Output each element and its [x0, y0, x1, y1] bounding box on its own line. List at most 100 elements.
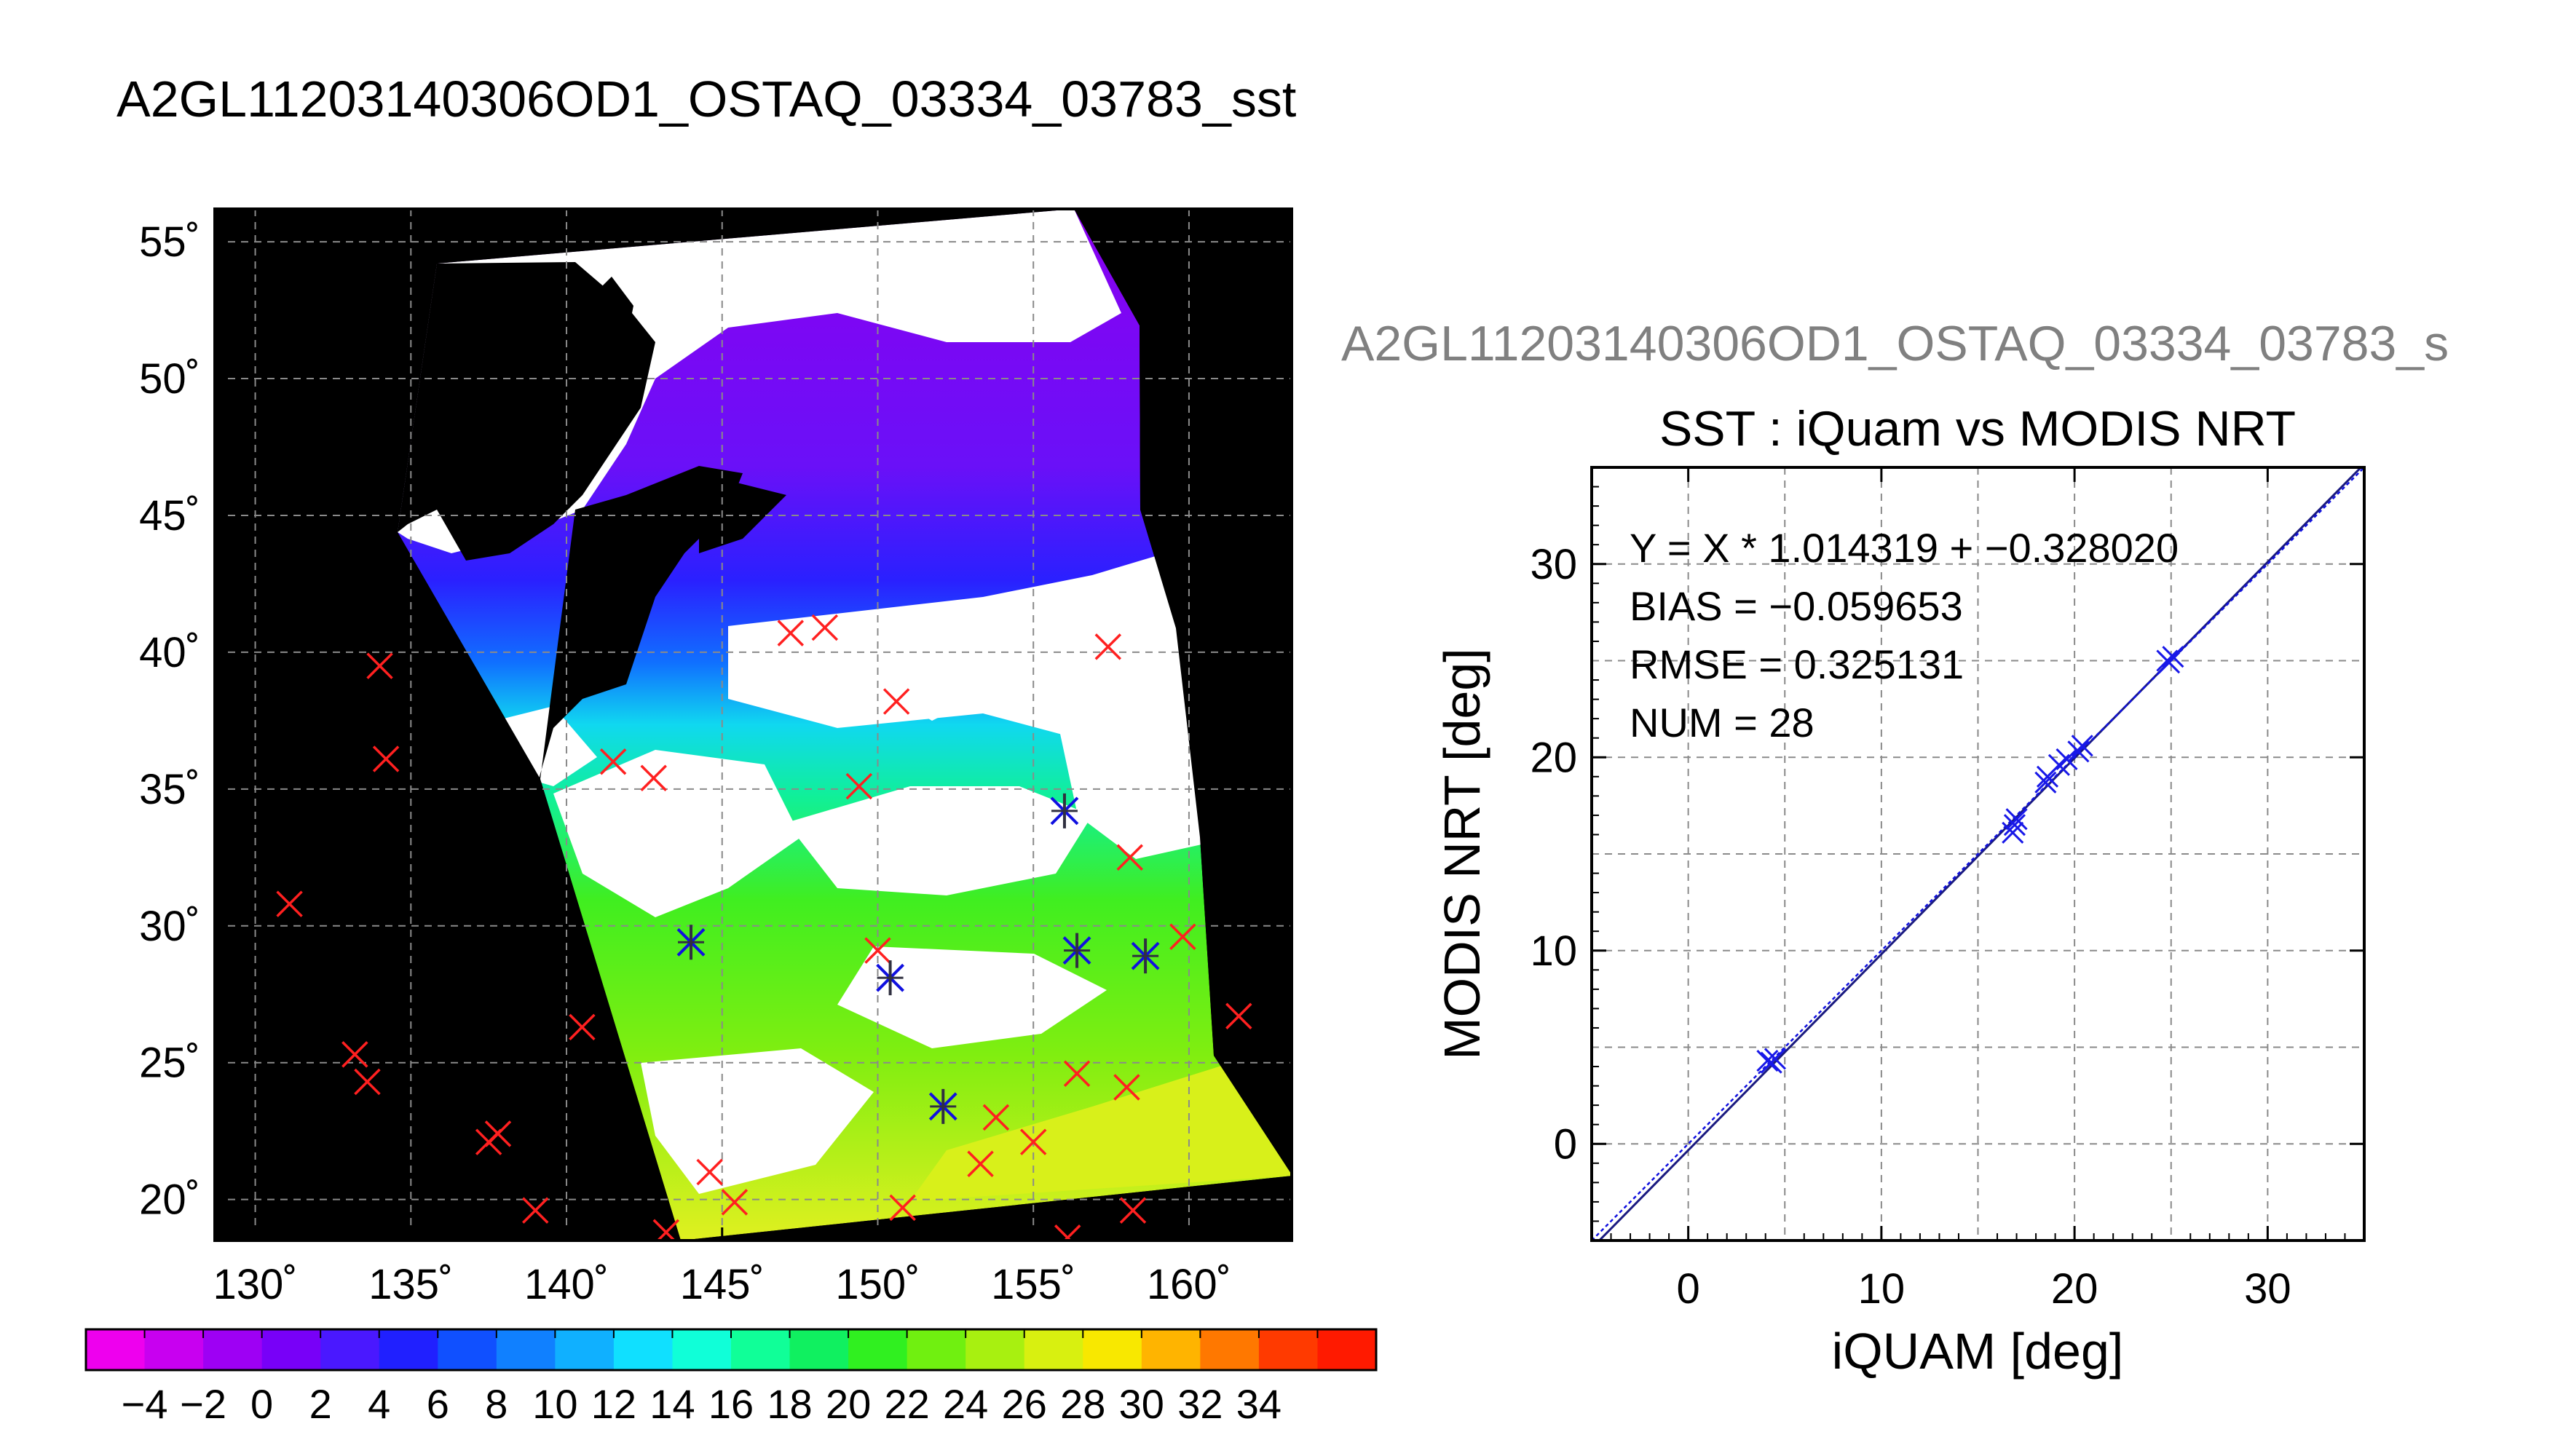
map-marker-match — [1050, 793, 1079, 828]
scatter-point — [2156, 649, 2179, 672]
scatter-panel: SST : iQuam vs MODIS NRT 0 10 20 300102030 … — [1434, 401, 2366, 1380]
scatter-point — [2003, 814, 2026, 836]
scatter-point — [2071, 735, 2093, 757]
colorbar-label: 28 — [1060, 1381, 1105, 1427]
colorbar-segment — [965, 1329, 1025, 1370]
colorbar-segment — [261, 1329, 321, 1370]
main-title: A2GL11203140306OD1_OSTAQ_03334_03783_sst — [117, 71, 1296, 127]
map-y-tick-label: 20˚ — [139, 1176, 200, 1224]
map-marker-match — [1131, 938, 1160, 974]
map-marker-red — [341, 1041, 368, 1068]
scatter-point — [1764, 1048, 1787, 1070]
map-x-tick-label: 140˚ — [524, 1261, 609, 1308]
map-markers — [276, 614, 1252, 1241]
map-marker-red — [652, 1219, 680, 1241]
stats-block: Y = X * 1.014319 + −0.328020 BIAS = −0.0… — [1630, 525, 2179, 745]
scatter-point — [2005, 808, 2028, 831]
side-title: A2GL11203140306OD1_OSTAQ_03334_03783_s — [1341, 316, 2449, 371]
map-marker-red — [372, 745, 400, 772]
colorbar-label: 22 — [884, 1381, 929, 1427]
scatter-y-tick-label: 20 — [1530, 734, 1577, 781]
colorbar-label: 10 — [532, 1381, 577, 1427]
colorbar-label: 32 — [1177, 1381, 1223, 1427]
map-y-tick-label: 45˚ — [139, 492, 200, 539]
colorbar-label: 20 — [826, 1381, 871, 1427]
map-marker-red — [696, 1158, 723, 1186]
colorbar-segment — [320, 1329, 380, 1370]
colorbar-segment — [672, 1329, 732, 1370]
map-marker-match — [876, 960, 904, 996]
scatter-ticks: 0 10 20 30 0 10 20 30 — [1530, 467, 2364, 1313]
colorbar-segment — [907, 1329, 966, 1370]
map-marker-red — [882, 688, 910, 715]
colorbar-segment — [496, 1329, 556, 1370]
map-marker-red — [1054, 1224, 1081, 1241]
colorbar-label: 12 — [591, 1381, 636, 1427]
colorbar-segment — [613, 1329, 674, 1370]
scatter-y-tick-label: 30 — [1530, 541, 1577, 588]
colorbar-segment — [1258, 1329, 1319, 1370]
scatter-point — [1756, 1050, 1779, 1072]
scatter-x-tick-label: 10 — [1858, 1265, 1906, 1313]
colorbar-segment — [1141, 1329, 1201, 1370]
map-marker-red — [889, 1194, 916, 1222]
colorbar-segment — [1317, 1329, 1377, 1370]
map-y-tick-label: 30˚ — [139, 903, 200, 950]
map-marker-match — [676, 925, 706, 960]
map-marker-red — [1225, 1002, 1252, 1030]
map-marker-red — [1119, 1197, 1147, 1224]
colorbar-segment — [848, 1329, 908, 1370]
map-y-tick-label: 40˚ — [139, 629, 200, 676]
scatter-point — [2056, 748, 2078, 770]
colorbar-segment — [144, 1329, 204, 1370]
colorbar-label: 0 — [250, 1381, 273, 1427]
scatter-point — [2162, 646, 2184, 668]
map-marker-red — [640, 764, 667, 792]
scatter-frame — [1590, 466, 2366, 1242]
fit-lines — [1592, 467, 2364, 1241]
map-marker-red — [845, 772, 873, 800]
map-x-tick-label: 150˚ — [835, 1261, 920, 1308]
colorbar: −4 −2 0 2 4 6 8 10 12 14 16 18 20 22 24 26 28 30 32 34 — [84, 1328, 1378, 1427]
colorbar-label: 4 — [368, 1381, 390, 1427]
map-y-tick-label: 25˚ — [139, 1040, 200, 1087]
map-y-tick-label: 35˚ — [139, 766, 200, 813]
colorbar-segment — [379, 1329, 438, 1370]
y-axis-label: MODIS NRT [deg] — [1434, 648, 1490, 1059]
map-x-tick-label: 155˚ — [991, 1261, 1075, 1308]
colorbar-segment — [789, 1329, 849, 1370]
colorbar-label: −4 — [122, 1381, 168, 1427]
colorbar-segment — [555, 1329, 615, 1370]
map-marker-red — [354, 1068, 381, 1096]
land — [398, 262, 786, 779]
map-marker-red — [569, 1013, 596, 1041]
colorbar-label: 30 — [1119, 1381, 1164, 1427]
scatter-point — [2002, 821, 2024, 844]
swath-warm — [910, 1048, 1292, 1201]
scatter-points — [1756, 646, 2184, 1074]
map-y-tick-label: 55˚ — [139, 218, 200, 266]
scatter-y-tick-label: 0 — [1554, 1120, 1577, 1168]
scatter-x-tick-label: 20 — [2051, 1265, 2098, 1313]
scatter-x-tick-label: 30 — [2244, 1265, 2291, 1313]
map-marker-red — [1063, 1060, 1091, 1087]
map-marker-red — [276, 890, 303, 917]
colorbar-label: 8 — [485, 1381, 508, 1427]
outside-swath — [215, 209, 1292, 1241]
colorbar-label: 24 — [943, 1381, 988, 1427]
map-marker-red — [1019, 1128, 1047, 1155]
scatter-x-tick-label: 0 — [1676, 1265, 1699, 1313]
colorbar-segment — [203, 1329, 263, 1370]
map-marker-red — [1113, 1074, 1140, 1101]
map-marker-red — [777, 620, 805, 646]
map-y-tick-label: 50˚ — [139, 355, 200, 403]
map-marker-red — [811, 614, 839, 641]
colorbar-label: 6 — [427, 1381, 449, 1427]
colorbar-segment — [1083, 1329, 1142, 1370]
stats-num: NUM = 28 — [1630, 700, 1814, 745]
map-x-tick-label: 145˚ — [680, 1261, 765, 1308]
stats-rmse: RMSE = 0.325131 — [1630, 641, 1964, 687]
colorbar-label: 14 — [649, 1381, 695, 1427]
map-panel: 130˚ 135˚ 140˚ 145˚ 150˚ 155˚ 160˚ 20˚ 25˚ 30˚ 35˚… — [139, 207, 1293, 1308]
